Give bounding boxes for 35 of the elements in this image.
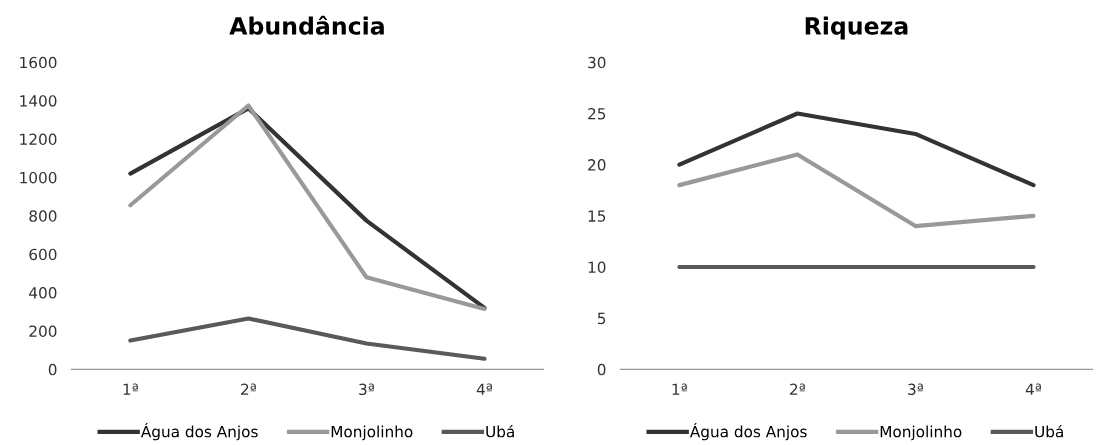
y-tick-label: 600	[29, 248, 57, 261]
x-tick-label: 3ª	[908, 383, 923, 396]
legend-label: Monjolinho	[880, 425, 962, 441]
y-tick-label: 30	[588, 56, 606, 69]
legend-label: Ubá	[486, 424, 514, 438]
y-tick-label: 200	[29, 325, 57, 337]
x-tick-label: 4ª	[476, 383, 492, 395]
y-tick-label: 0	[48, 363, 57, 376]
x-tick-label: 4ª	[1025, 383, 1041, 395]
line-series	[677, 111, 1036, 188]
chart-title: Abundância	[229, 15, 384, 35]
y-tick-label: 20	[588, 159, 606, 171]
legend-label: Água dos Anjos	[140, 423, 258, 441]
legend-label: Água dos Anjos	[689, 423, 807, 441]
y-tick-label: 1400	[20, 95, 57, 107]
legend-label: Ubá	[1035, 424, 1063, 438]
legend-label: Monjolinho	[331, 425, 413, 441]
line-series	[128, 316, 487, 361]
chart-title: Riqueza	[805, 16, 908, 40]
x-tick-label: 1ª	[672, 383, 687, 395]
y-tick-label: 0	[597, 363, 606, 376]
x-tick-label: 2ª	[790, 383, 805, 395]
x-tick-label: 2ª	[241, 383, 256, 395]
x-tick-label: 1ª	[123, 383, 138, 395]
y-tick-label: 25	[588, 107, 606, 120]
line-series	[677, 152, 1036, 229]
y-tick-label: 800	[29, 210, 57, 222]
y-tick-label: 1600	[20, 56, 57, 69]
y-tick-label: 400	[29, 287, 57, 299]
y-tick-label: 1000	[20, 171, 57, 184]
y-tick-label: 1200	[20, 133, 57, 146]
y-tick-label: 15	[588, 210, 606, 222]
y-tick-label: 10	[588, 261, 606, 274]
y-tick-label: 5	[597, 312, 606, 325]
x-tick-label: 3ª	[359, 383, 374, 396]
